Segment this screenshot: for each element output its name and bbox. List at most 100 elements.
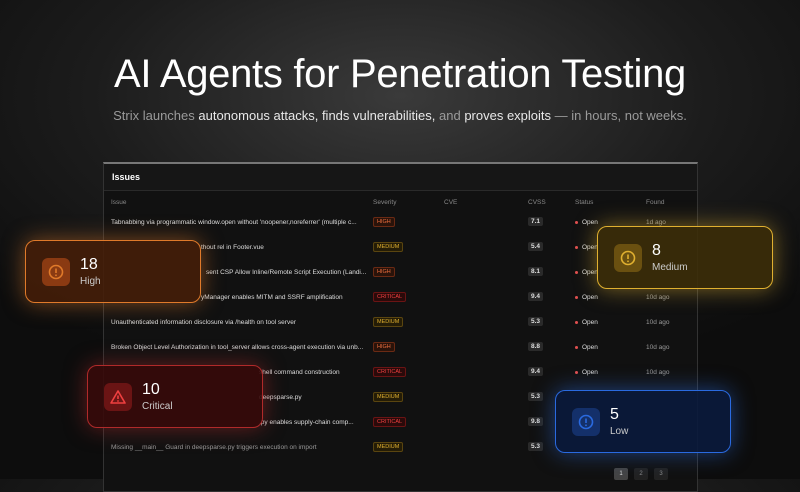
card-icon	[104, 382, 132, 411]
status-cell: Open	[575, 369, 598, 376]
status-text: Open	[582, 269, 598, 276]
found-date: 10d ago	[646, 319, 670, 326]
card-label: Critical	[142, 401, 173, 412]
status-text: Open	[582, 294, 598, 301]
cvss-cell: 9.4	[528, 367, 544, 376]
severity-cell: MEDIUM	[373, 442, 404, 452]
column-header: Status	[575, 199, 594, 206]
severity-cell: CRITICAL	[373, 417, 407, 427]
issue-title: yManager enables MITM and SSRF amplifica…	[201, 294, 343, 301]
card-label: Medium	[652, 262, 688, 273]
cvss-score: 5.3	[528, 442, 544, 451]
issue-title: Tabnabbing via programmatic window.open …	[111, 219, 357, 226]
cvss-cell: 5.3	[528, 317, 544, 326]
icon	[48, 264, 64, 279]
issue-title: .py enables supply-chain comp...	[259, 419, 354, 426]
hero-title: AI Agents for Penetration Testing	[114, 52, 686, 96]
hero-subtitle: Strix launches autonomous attacks, finds…	[0, 108, 800, 123]
severity-cell: MEDIUM	[373, 242, 404, 252]
severity-cell: MEDIUM	[373, 392, 404, 402]
card-count: 18	[80, 256, 98, 273]
found-date: 1d ago	[646, 219, 666, 226]
cvss-cell: 8.8	[528, 342, 544, 351]
issue-title: Missing __main__ Guard in deepsparse.py …	[111, 444, 317, 451]
page-button[interactable]: 3	[654, 468, 668, 480]
cvss-score: 5.4	[528, 242, 544, 251]
page-button[interactable]: 1	[614, 468, 628, 480]
card-text: 10 Critical	[142, 381, 173, 412]
status-cell: Open	[575, 269, 598, 276]
severity-cell: HIGH	[373, 267, 395, 277]
severity-card: 10 Critical	[87, 365, 263, 428]
cvss-score: 5.3	[528, 392, 544, 401]
cvss-score: 9.4	[528, 367, 544, 376]
severity-badge: HIGH	[373, 342, 395, 352]
status-text: Open	[582, 319, 598, 326]
status-cell: Open	[575, 319, 598, 326]
icon	[620, 250, 636, 265]
subtitle-emphasis: proves exploits	[464, 108, 552, 123]
cvss-cell: 7.1	[528, 217, 544, 226]
card-count: 10	[142, 381, 160, 398]
found-date: 10d ago	[646, 294, 670, 301]
status-dot	[575, 270, 578, 274]
cvss-cell: 9.4	[528, 292, 544, 301]
issue-title: deepsparse.py	[259, 394, 302, 401]
status-dot	[575, 245, 578, 249]
found-date: 10d ago	[646, 344, 670, 351]
cvss-score: 9.8	[528, 417, 544, 426]
issue-title: sent CSP Allow Inline/Remote Script Exec…	[206, 269, 367, 276]
column-header: CVSS	[528, 199, 546, 206]
cvss-score: 8.1	[528, 267, 544, 276]
status-dot	[575, 320, 578, 324]
status-cell: Open	[575, 244, 598, 251]
severity-badge: MEDIUM	[373, 242, 404, 252]
severity-badge: MEDIUM	[373, 317, 404, 327]
subtitle-text: and	[435, 108, 465, 123]
severity-cell: MEDIUM	[373, 317, 404, 327]
card-count: 5	[610, 406, 619, 423]
issues-panel: Issues Issue Severity CVE CVSS Status Found Ta…	[103, 162, 698, 492]
status-text: Open	[582, 219, 598, 226]
status-text: Open	[582, 244, 598, 251]
column-header: CVE	[444, 199, 458, 206]
cvss-score: 5.3	[528, 317, 544, 326]
status-cell: Open	[575, 219, 598, 226]
status-dot	[575, 295, 578, 299]
card-icon	[614, 243, 642, 272]
card-icon	[42, 257, 70, 286]
found-date: 10d ago	[646, 369, 670, 376]
status-dot	[575, 220, 578, 224]
issue-title: Unauthenticated information disclosure v…	[111, 319, 296, 326]
severity-cell: CRITICAL	[373, 292, 407, 302]
status-text: Open	[582, 369, 598, 376]
issue-title: shell command construction	[259, 369, 340, 376]
severity-badge: CRITICAL	[373, 292, 407, 302]
cvss-cell: 5.3	[528, 442, 544, 451]
page-button[interactable]: 2	[634, 468, 648, 480]
card-label: Low	[610, 426, 629, 437]
card-text: 5 Low	[610, 406, 628, 437]
column-header: Severity	[373, 199, 397, 206]
cvss-cell: 9.8	[528, 417, 544, 426]
cvss-cell: 5.4	[528, 242, 544, 251]
status-dot	[575, 345, 578, 349]
severity-cell: CRITICAL	[373, 367, 407, 377]
severity-badge: HIGH	[373, 267, 395, 277]
severity-cell: HIGH	[373, 217, 395, 227]
column-header: Found	[646, 199, 665, 206]
cvss-score: 9.4	[528, 292, 544, 301]
status-cell: Open	[575, 344, 598, 351]
severity-badge: CRITICAL	[373, 417, 407, 427]
issue-title: thout rel in Footer.vue	[201, 244, 264, 251]
severity-cell: HIGH	[373, 342, 395, 352]
subtitle-emphasis: autonomous attacks, finds vulnerabilitie…	[198, 108, 436, 123]
cvss-score: 8.8	[528, 342, 544, 351]
card-text: 18 High	[80, 256, 101, 287]
severity-card: 5 Low	[555, 390, 731, 453]
status-dot	[575, 370, 578, 374]
severity-badge: CRITICAL	[373, 367, 407, 377]
icon	[578, 414, 594, 429]
subtitle-text: — in hours, not weeks.	[551, 108, 687, 123]
